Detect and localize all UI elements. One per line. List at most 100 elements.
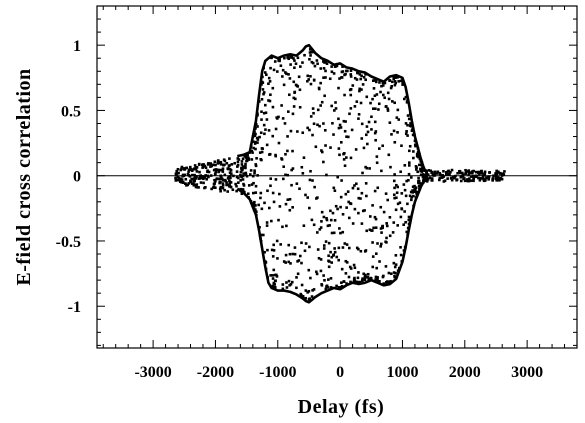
scatter-point (448, 173, 451, 176)
scatter-point (175, 169, 178, 173)
scatter-point (352, 280, 356, 283)
scatter-point (348, 246, 351, 250)
scatter-point (495, 178, 499, 181)
scatter-point (403, 188, 407, 192)
scatter-point (301, 171, 305, 175)
scatter-point (357, 247, 360, 251)
scatter-point (374, 107, 377, 110)
scatter-point (273, 60, 277, 63)
scatter-point (395, 183, 398, 187)
scatter-point (223, 163, 226, 167)
scatter-point (373, 79, 376, 82)
scatter-point (214, 163, 217, 167)
scatter-point (418, 163, 421, 167)
scatter-point (252, 181, 255, 185)
scatter-point (358, 280, 362, 284)
scatter-point (320, 283, 324, 287)
scatter-point (358, 89, 361, 93)
scatter-point (247, 158, 251, 161)
scatter-point (287, 73, 290, 76)
scatter-point (414, 186, 418, 189)
scatter-point (295, 286, 298, 290)
scatter-point (264, 128, 267, 131)
scatter-point (185, 184, 188, 187)
scatter-point (354, 280, 358, 284)
scatter-point (393, 275, 397, 279)
scatter-point (332, 133, 335, 136)
scatter-point (304, 193, 307, 197)
scatter-point (217, 168, 221, 172)
scatter-point (295, 182, 299, 185)
scatter-point (308, 57, 311, 61)
scatter-point (450, 178, 454, 182)
scatter-point (276, 117, 279, 120)
scatter-point (395, 191, 399, 195)
scatter-point (304, 289, 308, 292)
scatter-point (319, 226, 323, 229)
scatter-point (221, 182, 225, 185)
scatter-point (380, 225, 384, 228)
scatter-point (219, 189, 222, 193)
scatter-point (242, 182, 245, 186)
scatter-point (409, 190, 413, 194)
scatter-point (265, 73, 268, 77)
scatter-point (192, 182, 195, 186)
scatter-point (287, 260, 291, 264)
scatter-point (210, 187, 213, 191)
scatter-point (343, 73, 346, 77)
scatter-point (442, 169, 445, 173)
scatter-point (229, 172, 233, 175)
scatter-point (394, 208, 398, 212)
scatter-point (450, 168, 454, 172)
scatter-point (359, 197, 362, 200)
scatter-point (395, 196, 398, 200)
scatter-point (198, 170, 201, 174)
scatter-point (180, 178, 184, 181)
scatter-point (367, 120, 371, 124)
scatter-point (253, 169, 256, 172)
scatter-point (249, 169, 253, 172)
scatter-point (286, 173, 290, 177)
x-tick-label: -3000 (134, 364, 171, 381)
scatter-point (244, 173, 248, 176)
scatter-point (345, 206, 348, 209)
scatter-point (396, 76, 399, 79)
scatter-point (371, 97, 374, 101)
scatter-point (480, 177, 484, 180)
scatter-point (272, 281, 276, 285)
scatter-point (394, 254, 398, 257)
scatter-point (320, 150, 324, 154)
scatter-point (253, 134, 257, 137)
scatter-point (324, 287, 328, 291)
scatter-point (329, 209, 332, 213)
scatter-point (317, 256, 321, 260)
scatter-point (445, 171, 448, 174)
scatter-point (477, 176, 480, 180)
scatter-point (364, 133, 368, 137)
scatter-point (425, 177, 429, 181)
scatter-point (288, 77, 292, 80)
scatter-point (221, 167, 225, 170)
scatter-point (261, 88, 265, 91)
scatter-point (399, 246, 402, 249)
scatter-point (279, 64, 283, 68)
scatter-point (404, 220, 407, 224)
scatter-point (309, 75, 312, 78)
scatter-point (325, 216, 328, 220)
scatter-point (296, 56, 300, 60)
scatter-point (239, 170, 243, 174)
scatter-point (242, 172, 245, 175)
scatter-point (272, 249, 276, 252)
scatter-point (465, 170, 468, 174)
upper-envelope-line (236, 43, 429, 173)
scatter-point (394, 81, 397, 85)
scatter-point (393, 101, 396, 105)
scatter-point (265, 143, 269, 147)
scatter-point (298, 254, 302, 258)
scatter-point (396, 108, 400, 112)
scatter-point (293, 59, 296, 62)
scatter-point (330, 70, 334, 74)
scatter-point (393, 265, 397, 269)
scatter-point (369, 276, 372, 280)
scatter-point (332, 72, 336, 75)
